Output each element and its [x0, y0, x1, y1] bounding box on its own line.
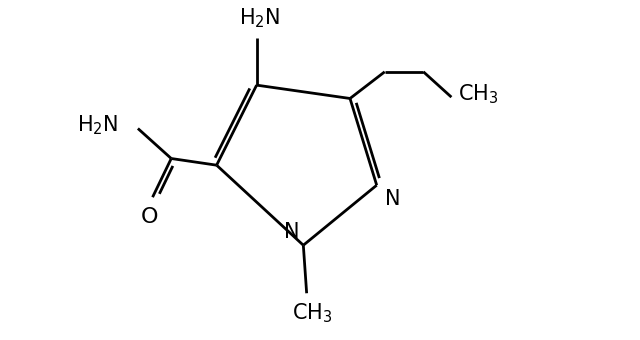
Text: O: O — [141, 207, 158, 227]
Text: H$_2$N: H$_2$N — [239, 7, 280, 31]
Text: CH$_3$: CH$_3$ — [458, 82, 499, 106]
Text: N: N — [285, 222, 300, 242]
Text: N: N — [385, 188, 400, 208]
Text: CH$_3$: CH$_3$ — [292, 301, 332, 325]
Text: H$_2$N: H$_2$N — [77, 113, 118, 137]
